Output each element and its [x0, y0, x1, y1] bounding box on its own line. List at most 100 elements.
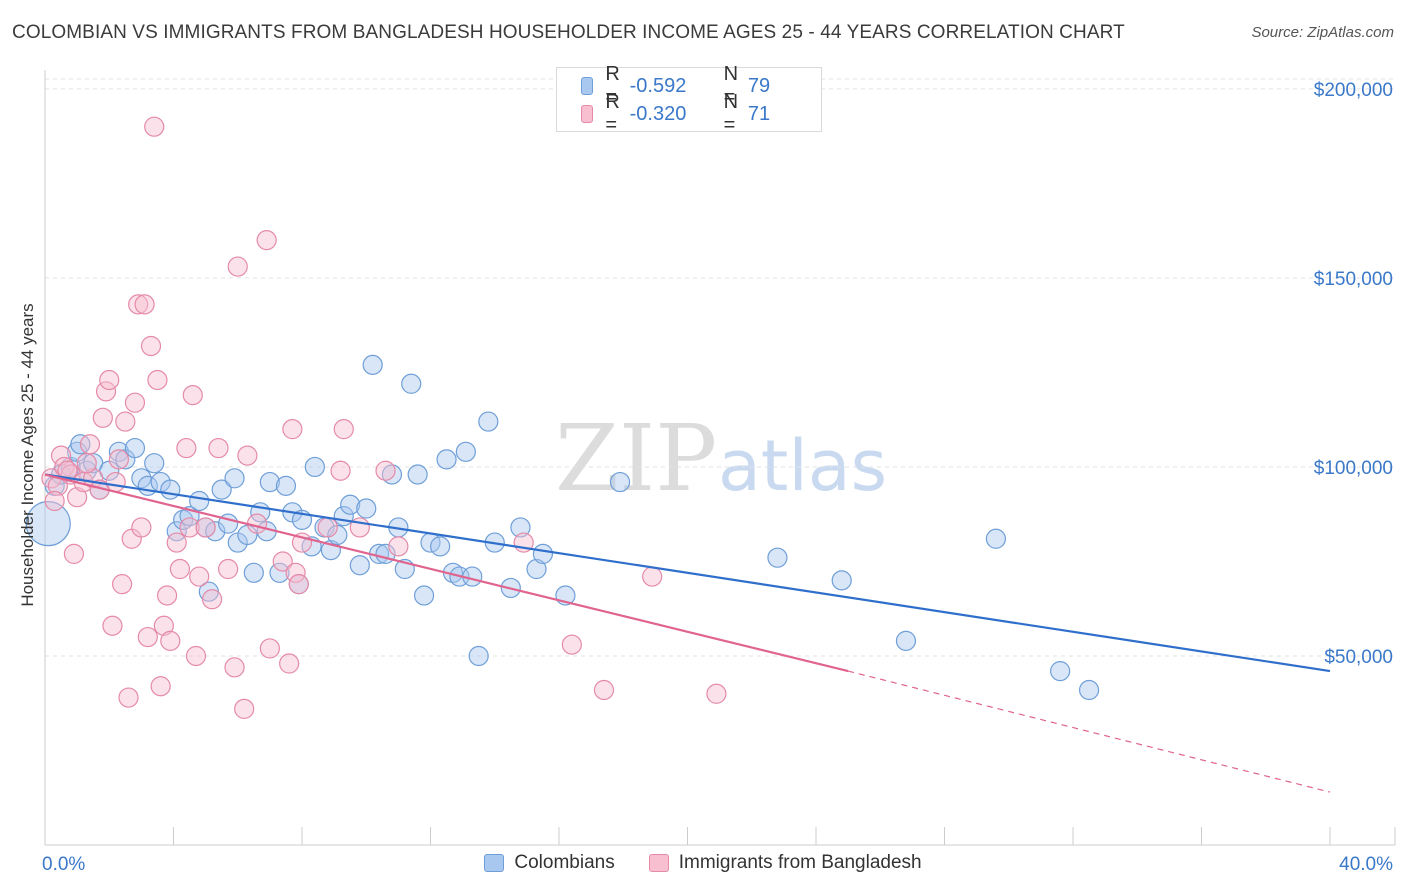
point-bangladesh: [195, 517, 216, 538]
point-bangladesh: [272, 551, 293, 572]
point-colombians: [381, 464, 403, 485]
point-colombians: [362, 354, 383, 375]
point-bangladesh: [124, 392, 146, 413]
point-colombians: [160, 479, 181, 500]
trendline-bangladesh-extension: [847, 670, 1331, 793]
correlation-legend: R = -0.592 N = 79 R = -0.320 N = 71: [556, 63, 822, 136]
legend-item-bangladesh[interactable]: Immigrants from Bangladesh: [648, 852, 922, 874]
r-label: R =: [605, 91, 620, 136]
point-bangladesh: [50, 445, 72, 466]
point-colombians: [124, 437, 146, 459]
point-bangladesh: [79, 434, 101, 455]
point-bangladesh: [147, 369, 168, 391]
point-bangladesh: [144, 116, 165, 137]
point-colombians: [407, 464, 428, 485]
point-bangladesh: [160, 630, 181, 651]
point-bangladesh: [288, 574, 309, 595]
point-bangladesh: [76, 453, 97, 474]
point-colombians: [275, 475, 297, 496]
point-bangladesh: [333, 419, 354, 440]
point-bangladesh: [111, 574, 133, 595]
legend-row-bangladesh: R = -0.320 N = 71: [581, 91, 842, 136]
point-bangladesh: [330, 460, 351, 481]
point-bangladesh: [67, 487, 88, 508]
series-legend: Colombians Immigrants from Bangladesh: [0, 852, 1406, 874]
point-colombians: [767, 547, 788, 568]
legend-swatch-bangladesh: [648, 854, 669, 872]
point-colombians: [532, 543, 554, 565]
point-bangladesh: [150, 676, 171, 697]
y-tick-label: $50,000: [1324, 647, 1393, 668]
point-colombians: [144, 453, 165, 474]
point-bangladesh: [317, 517, 338, 538]
point-bangladesh: [218, 558, 239, 580]
y-axis-label: Householder Income Ages 25 - 44 years: [18, 303, 37, 607]
point-colombians: [430, 536, 451, 557]
point-bangladesh: [137, 626, 158, 648]
point-colombians: [189, 490, 210, 512]
point-colombians: [468, 645, 489, 667]
point-bangladesh: [375, 460, 396, 481]
point-bangladesh: [388, 536, 409, 557]
point-bangladesh: [593, 679, 615, 701]
point-bangladesh: [134, 294, 155, 315]
trendline-colombians: [44, 473, 1331, 673]
point-bangladesh: [227, 256, 248, 277]
point-colombians: [304, 456, 325, 478]
point-colombians: [831, 570, 852, 591]
point-bangladesh: [259, 638, 280, 659]
chart-title: COLOMBIAN VS IMMIGRANTS FROM BANGLADESH …: [12, 22, 1125, 43]
point-bangladesh: [44, 490, 65, 512]
point-colombians: [211, 479, 232, 500]
point-bangladesh: [185, 645, 207, 667]
point-bangladesh: [176, 437, 197, 459]
point-bangladesh: [156, 585, 178, 606]
legend-swatch-bangladesh: [581, 105, 594, 123]
n-label: N =: [723, 91, 739, 136]
point-bangladesh: [131, 517, 152, 538]
x-tick-label: 40.0%: [1339, 854, 1393, 875]
point-bangladesh: [561, 634, 582, 655]
point-bangladesh: [179, 517, 200, 538]
r-label: R =: [605, 63, 620, 108]
point-bangladesh: [285, 562, 306, 583]
point-colombians: [510, 517, 531, 538]
x-tick-label: 0.0%: [42, 854, 85, 875]
point-colombians: [1050, 660, 1071, 682]
n-value: 71: [747, 102, 771, 125]
legend-swatch-colombians: [484, 854, 505, 872]
n-label: N =: [723, 63, 739, 108]
source-credit: Source: ZipAtlas.com: [1251, 24, 1394, 41]
point-bangladesh: [153, 615, 174, 636]
point-bangladesh: [140, 335, 162, 357]
point-colombians: [401, 373, 422, 394]
point-bangladesh: [189, 566, 210, 587]
point-colombians: [526, 558, 547, 580]
legend-label-colombians: Colombians: [514, 852, 615, 873]
point-bangladesh: [166, 532, 187, 553]
point-colombians: [340, 494, 361, 515]
point-bangladesh: [95, 381, 117, 402]
legend-item-colombians[interactable]: Colombians: [484, 852, 615, 874]
point-colombians: [455, 441, 476, 462]
point-colombians: [166, 521, 187, 542]
y-tick-label: $150,000: [1314, 269, 1393, 290]
point-colombians: [269, 562, 290, 583]
watermark-atlas: atlas: [718, 425, 887, 507]
n-value: 79: [747, 74, 771, 97]
point-bangladesh: [706, 683, 727, 704]
point-bangladesh: [182, 385, 203, 406]
point-colombians: [349, 555, 370, 576]
point-bangladesh: [92, 407, 113, 428]
point-colombians: [25, 501, 71, 547]
point-bangladesh: [108, 449, 129, 470]
point-colombians: [478, 411, 499, 432]
point-colombians: [259, 471, 280, 493]
point-bangladesh: [115, 411, 136, 432]
point-bangladesh: [105, 471, 126, 493]
legend-label-bangladesh: Immigrants from Bangladesh: [678, 852, 922, 873]
point-bangladesh: [99, 369, 120, 391]
point-colombians: [609, 471, 631, 493]
point-bangladesh: [102, 615, 123, 636]
